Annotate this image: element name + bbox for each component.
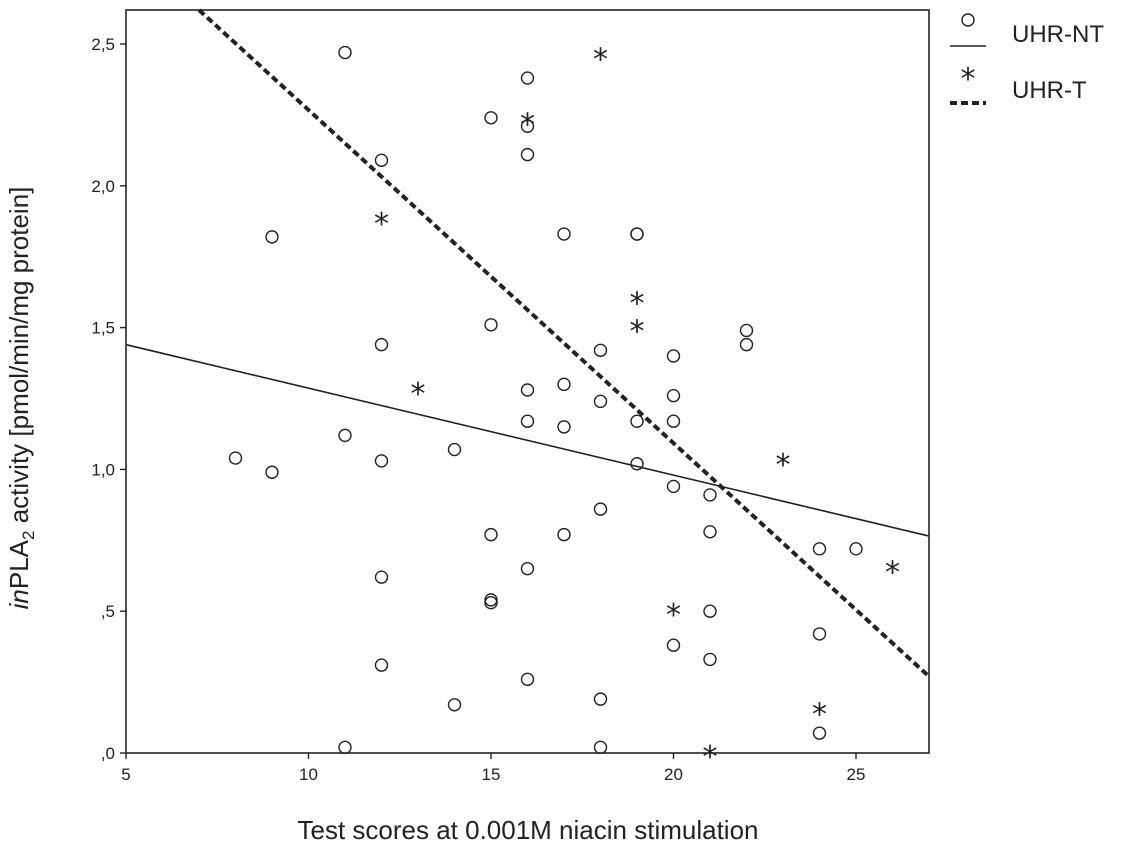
point-uhr-nt <box>666 414 681 428</box>
y-tick-label: ,0 <box>101 744 115 763</box>
y-tick-label: ,5 <box>101 602 115 621</box>
point-uhr-nt <box>630 457 644 471</box>
fit-lines <box>125 8 931 678</box>
point-uhr-t: * <box>666 598 681 633</box>
fit-line-uhr-nt <box>125 343 930 537</box>
point-uhr-nt <box>557 227 571 241</box>
y-tick-label: 2,5 <box>91 35 115 54</box>
point-uhr-nt <box>557 420 571 434</box>
point-uhr-nt <box>484 111 498 125</box>
point-uhr-nt <box>703 604 717 618</box>
point-uhr-t: * <box>885 556 900 591</box>
x-tick-label: 15 <box>482 765 501 784</box>
point-uhr-t: * <box>776 448 791 483</box>
point-uhr-nt <box>630 227 644 241</box>
point-uhr-nt <box>520 119 535 133</box>
point-uhr-nt <box>557 527 571 542</box>
point-uhr-nt <box>374 153 389 168</box>
point-uhr-nt <box>520 414 535 428</box>
point-uhr-nt <box>484 318 498 332</box>
point-uhr-nt <box>447 698 462 712</box>
point-uhr-nt <box>520 672 535 686</box>
y-tick-label: 2,0 <box>91 177 115 196</box>
point-uhr-nt <box>265 465 279 479</box>
point-uhr-nt <box>703 525 717 539</box>
point-uhr-nt <box>593 740 608 755</box>
point-uhr-nt <box>739 323 754 338</box>
point-uhr-nt <box>484 595 498 610</box>
point-uhr-nt <box>374 454 389 468</box>
point-uhr-nt <box>812 542 827 556</box>
point-uhr-nt <box>338 740 352 755</box>
y-axis-title-main-part: PLA <box>4 539 34 589</box>
point-uhr-nt <box>593 502 608 516</box>
point-uhr-nt <box>666 349 681 363</box>
point-uhr-nt <box>520 561 535 576</box>
y-axis-title-subscript: 2 <box>19 531 38 540</box>
point-uhr-nt <box>630 414 644 428</box>
point-uhr-t: * <box>703 740 718 775</box>
y-tick-label: 1,0 <box>91 460 115 479</box>
point-uhr-nt <box>849 542 863 556</box>
point-uhr-nt <box>374 658 389 672</box>
point-uhr-t: * <box>630 315 645 350</box>
point-uhr-nt <box>374 337 389 352</box>
point-uhr-nt <box>338 45 352 60</box>
x-tick-label: 20 <box>664 765 683 784</box>
legend-label-uhr-nt: UHR-NT <box>1012 21 1104 48</box>
y-axis-title-italic-part: in <box>4 589 34 609</box>
x-axis-title: Test scores at 0.001M niacin stimulation <box>298 815 759 845</box>
axis-ticks: 5 10 15 20 25 ,0 ,5 1,0 1,5 2,0 2,5 <box>91 35 865 784</box>
x-tick-label: 10 <box>299 765 318 784</box>
legend-star-marker-icon: * <box>961 62 976 97</box>
point-uhr-nt <box>228 451 243 465</box>
point-uhr-t: * <box>374 207 389 242</box>
point-uhr-nt <box>812 627 827 641</box>
point-uhr-nt <box>484 593 498 607</box>
point-uhr-nt <box>739 337 754 352</box>
point-uhr-nt <box>557 377 571 392</box>
legend: UHR-NT * UHR-T <box>950 13 1104 105</box>
point-uhr-nt <box>703 652 717 667</box>
point-uhr-nt <box>666 388 681 403</box>
point-uhr-nt <box>703 488 717 502</box>
point-uhr-nt <box>593 394 608 409</box>
point-uhr-t: * <box>593 42 608 77</box>
fit-line-uhr-t <box>197 8 931 678</box>
y-axis-title: inPLA2 activity [pmol/min/mg protein] <box>4 187 38 610</box>
plot-frame <box>125 9 930 754</box>
point-uhr-nt <box>593 692 608 706</box>
legend-circle-marker-icon <box>961 13 975 27</box>
point-uhr-nt <box>374 570 389 584</box>
point-uhr-nt <box>520 147 535 162</box>
point-uhr-nt <box>338 428 352 443</box>
point-uhr-nt <box>484 527 498 542</box>
point-uhr-nt <box>520 71 535 85</box>
legend-label-uhr-t: UHR-T <box>1012 77 1087 104</box>
data-points: *********** <box>228 42 900 775</box>
point-uhr-nt <box>520 383 535 397</box>
point-uhr-nt <box>447 442 462 457</box>
point-uhr-nt <box>666 638 681 652</box>
point-uhr-t: * <box>812 697 827 732</box>
point-uhr-nt <box>812 726 827 740</box>
point-uhr-t: * <box>630 286 645 321</box>
point-uhr-nt <box>666 479 681 494</box>
x-tick-label: 5 <box>121 765 130 784</box>
point-uhr-t: * <box>520 108 535 143</box>
y-axis-title-rest: activity [pmol/min/mg protein] <box>4 187 34 531</box>
point-uhr-t: * <box>411 377 426 412</box>
y-tick-label: 1,5 <box>91 319 115 338</box>
point-uhr-nt <box>593 343 608 358</box>
x-tick-label: 25 <box>847 765 866 784</box>
point-uhr-nt <box>265 230 279 244</box>
